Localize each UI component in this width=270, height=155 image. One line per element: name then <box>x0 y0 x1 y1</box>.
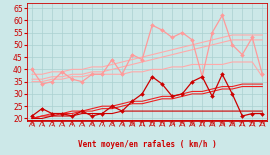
X-axis label: Vent moyen/en rafales ( km/h ): Vent moyen/en rafales ( km/h ) <box>78 140 217 149</box>
